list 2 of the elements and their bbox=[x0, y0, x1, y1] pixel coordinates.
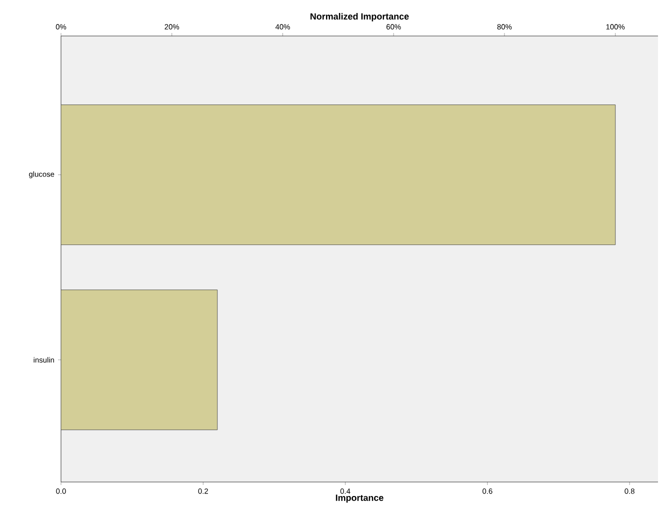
x2-axis-title: Normalized Importance bbox=[310, 12, 409, 22]
x-axis-title: Importance bbox=[336, 494, 384, 503]
